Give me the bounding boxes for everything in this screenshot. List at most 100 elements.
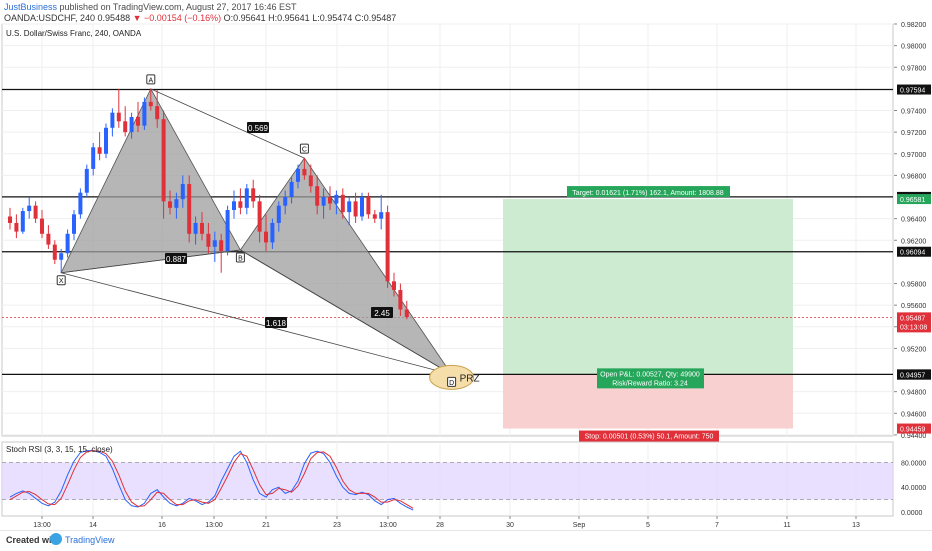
pattern-line (61, 249, 241, 274)
candle-body (187, 184, 192, 234)
price-tag-label: 0.94459 (900, 427, 925, 434)
candle-body (168, 201, 172, 208)
candle-body (193, 222, 198, 234)
candle-body (40, 218, 44, 234)
footer (0, 530, 932, 551)
ratio-label: 2.45 (374, 309, 390, 318)
countdown-tag: 03:13:08 (900, 324, 927, 331)
drawing-labels: X A B C D 0.569 0.887 2.45 1.618 PRZ Target: 0.016… (56, 74, 730, 442)
candle-body (110, 112, 115, 128)
x-tick-label: 5 (646, 522, 650, 529)
stop-label: Stop: 0.00501 (0.53%) 50.1, Amount: 750 (585, 434, 714, 441)
stoch-series-1 (9, 450, 414, 511)
y-tick-label: 0.96200 (901, 238, 926, 245)
candle-body (328, 197, 332, 204)
axes: U.S. Dollar/Swiss Franc, 240, OANDA 0.982… (6, 22, 932, 529)
point-box (146, 74, 156, 85)
point-label-a: A (148, 77, 153, 84)
candle-body (161, 119, 166, 202)
position-zones (503, 199, 793, 429)
candle-body (59, 253, 64, 260)
x-tick-label: 13:00 (379, 522, 397, 529)
last-price-tag-bg (897, 312, 931, 333)
y-tick-label: 0.94600 (901, 411, 926, 418)
tradingview-brand[interactable]: TradingView (65, 535, 115, 545)
last-price-tag: 0.95487 (900, 315, 925, 322)
candle-body (27, 205, 32, 212)
x-tick-label: 11 (783, 522, 790, 529)
candle-body (283, 197, 288, 206)
candle-body (206, 233, 211, 247)
x-tick-label: Sep (573, 522, 586, 529)
x-tick-label: 13 (852, 522, 860, 529)
candles (8, 88, 409, 320)
candle-body (200, 222, 204, 234)
y-tick-label: 0.95800 (901, 282, 926, 289)
ratio-label: 1.618 (266, 319, 287, 328)
candle-body (78, 192, 83, 215)
x-tick-label: 13:00 (33, 522, 51, 529)
last-price: 0.95488 (97, 13, 131, 23)
point-box (56, 275, 66, 286)
open-value: O:0.95641 (223, 13, 266, 23)
candle-body (244, 188, 249, 208)
candle-body (360, 197, 364, 217)
candle-body (289, 181, 294, 198)
price-tag-bg (897, 246, 931, 257)
candle-body (84, 168, 89, 193)
x-tick-label: 23 (333, 522, 341, 529)
price-axis-bg (894, 24, 932, 516)
candle-body (142, 101, 147, 126)
point-label-c: C (302, 147, 307, 154)
candle-body (276, 205, 281, 223)
x-tick-label: 16 (158, 522, 166, 529)
candle-body (372, 214, 377, 219)
symbol-line: OANDA:USDCHF, 240 (4, 13, 96, 23)
candle-body (155, 106, 160, 120)
price-tag-bg (897, 194, 931, 205)
point-box (447, 376, 457, 387)
candle-body (136, 116, 140, 126)
x-tick-label: 28 (436, 522, 444, 529)
y-tick-label: 0.94400 (901, 433, 926, 440)
candle-body (257, 201, 262, 232)
tradingview-logo-icon[interactable] (50, 533, 62, 545)
y-tick-label: 0.97400 (901, 109, 926, 116)
point-box (299, 143, 309, 154)
y-tick-label: 0.97800 (901, 65, 926, 72)
candle-body (123, 121, 128, 133)
y-tick-label: 0.97000 (901, 152, 926, 159)
pattern-line (61, 272, 452, 375)
candle-body (379, 212, 384, 219)
candle-body (302, 168, 307, 176)
y-tick-label: 0.98000 (901, 44, 926, 51)
candle-body (219, 240, 224, 252)
chart-canvas[interactable]: X A B C D 0.569 0.887 2.45 1.618 PRZ Target: 0.016… (0, 0, 932, 530)
close-value: C:0.95487 (354, 13, 397, 23)
y-tick-label: 0.95200 (901, 346, 926, 353)
publisher-name[interactable]: JustBusiness (4, 2, 58, 12)
point-box (235, 252, 245, 263)
price-tag-bg (897, 369, 931, 380)
created-with: Created with (6, 535, 61, 545)
published-text: published on TradingView.com, August 27,… (59, 2, 297, 12)
candle-body (398, 290, 403, 310)
stoch-series-2 (9, 450, 414, 509)
ratio-label-bg (265, 317, 287, 328)
candle-body (97, 147, 102, 154)
candle-body (404, 309, 409, 318)
candle-body (52, 244, 57, 260)
ratio-label-bg (371, 307, 393, 318)
price-tag-bg (897, 84, 931, 95)
candle-body (148, 101, 153, 107)
candle-body (251, 188, 256, 202)
target-zone (503, 199, 793, 375)
rr-label: Risk/Reward Ratio: 3.24 (612, 380, 688, 387)
ohlc-line: OANDA:USDCHF, 240 0.95488 ▼ −0.00154 (−0… (4, 13, 396, 23)
y-tick-label: 0.96800 (901, 173, 926, 180)
candle-body (91, 147, 96, 169)
price-tag-label: 0.96581 (900, 197, 925, 204)
prz-label: PRZ (460, 373, 480, 384)
stoch-y-tick-label: 0.0000 (901, 510, 923, 517)
candle-body (129, 116, 134, 133)
